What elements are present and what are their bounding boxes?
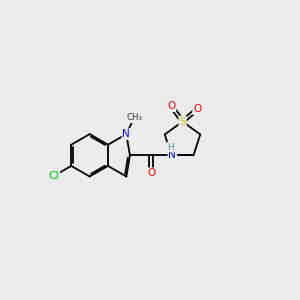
Text: Cl: Cl — [48, 171, 59, 181]
Text: O: O — [167, 101, 176, 111]
Text: O: O — [147, 168, 155, 178]
Text: N: N — [122, 129, 130, 139]
Text: O: O — [193, 104, 201, 114]
Text: S: S — [179, 117, 186, 127]
Text: CH₃: CH₃ — [126, 113, 142, 122]
Text: H: H — [167, 142, 174, 152]
Text: N: N — [168, 150, 176, 160]
